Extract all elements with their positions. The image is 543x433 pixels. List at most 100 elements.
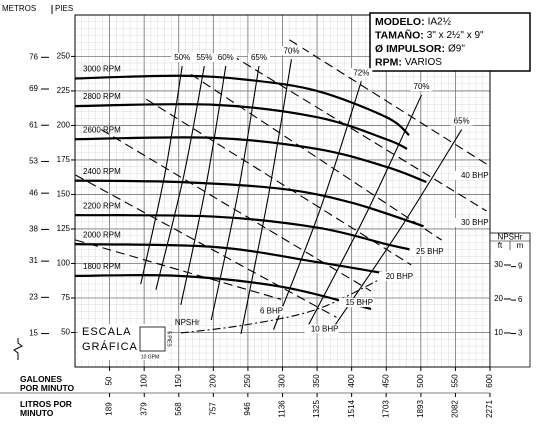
x-tick-label: 400 <box>347 374 356 388</box>
label-bg <box>454 171 489 181</box>
info-label: MODELO: <box>375 16 425 28</box>
efficiency-label: 55% <box>196 53 212 62</box>
head-curve <box>74 214 412 251</box>
info-label: TAMAÑO: <box>375 28 424 41</box>
info-value: 3" x 2½" x 9" <box>427 30 484 41</box>
npshr-tick-label: 10 <box>494 328 503 337</box>
y2-tick-label: 31 <box>29 256 38 265</box>
x2-tick-label: 1514 <box>347 400 356 418</box>
label-bg <box>214 53 237 63</box>
y-tick-label: 200 <box>57 121 71 130</box>
power-line <box>101 129 372 292</box>
y-tick-label: 250 <box>57 52 71 61</box>
x2-tick-label: 189 <box>105 402 114 416</box>
x2-tick-label: 1893 <box>416 400 425 418</box>
label-bg <box>409 247 444 257</box>
efficiency-curve <box>272 81 362 330</box>
x-tick-label: 500 <box>416 374 425 388</box>
npshr-m-tick-label: 9 <box>518 262 523 271</box>
power-label: 6 BHP <box>260 306 283 315</box>
scale-title: GRÁFICA <box>82 340 138 353</box>
y-tick-label: 100 <box>57 259 71 268</box>
label-bg <box>193 53 216 63</box>
series-label: 3000 RPM <box>83 65 121 74</box>
power-line <box>289 39 487 165</box>
label-bg <box>450 116 473 126</box>
power-label: 20 BHP <box>386 272 414 281</box>
x-tick-label: 100 <box>139 374 148 388</box>
info-label: RPM: <box>375 56 402 68</box>
series-label: 1800 RPM <box>83 262 121 271</box>
y2-tick-label: 69 <box>29 84 38 93</box>
x2-tick-label: 379 <box>139 402 148 416</box>
info-value: IA2½ <box>428 17 452 28</box>
x-tick-label: 300 <box>278 374 287 388</box>
power-label: 30 BHP <box>461 218 489 227</box>
efficiency-label: 70% <box>283 46 299 55</box>
y-tick-label: 125 <box>57 224 71 233</box>
label-bg <box>454 218 489 228</box>
scale-height-label: 5 PIES <box>166 331 172 347</box>
x-tick-label: 150 <box>174 374 183 388</box>
series-label: 2200 RPM <box>83 201 121 210</box>
x-tick-label: 50 <box>105 376 114 385</box>
efficiency-label: 65% <box>454 117 470 126</box>
scale-box <box>139 326 166 352</box>
scale-title: ESCALA <box>82 326 131 338</box>
series-label: 2600 RPM <box>83 125 121 134</box>
scale-width-label: 10 GPM <box>141 354 159 360</box>
label-bg <box>171 53 194 63</box>
efficiency-label: 60% <box>218 53 234 62</box>
npshr-panel <box>489 232 531 368</box>
power-label: 40 BHP <box>461 171 489 180</box>
power-line <box>75 174 337 318</box>
y2-tick-label: 46 <box>29 188 38 197</box>
x2-tick-label: 2082 <box>451 400 460 418</box>
x-tick-label: 250 <box>243 374 252 388</box>
power-label: 25 BHP <box>416 247 444 256</box>
efficiency-label: 65% <box>251 53 267 62</box>
info-label: Ø IMPULSOR: <box>375 43 445 55</box>
npshr-m-label: m <box>517 241 524 250</box>
label-bg <box>280 46 303 56</box>
label-bg <box>379 271 414 281</box>
x2-tick-label: 568 <box>174 402 183 416</box>
x-axis-label: GALONES POR MINUTO <box>20 374 75 393</box>
y-tick-label: 225 <box>57 86 71 95</box>
x-tick-label: 200 <box>208 374 217 388</box>
power-line <box>231 54 487 212</box>
label-bg <box>410 82 433 92</box>
npshr-m-tick-label: 6 <box>518 295 523 304</box>
npshr-title: NPSHr <box>498 233 523 242</box>
head-curve <box>74 273 372 311</box>
marks-layer <box>74 39 487 334</box>
x-tick-label: 600 <box>485 374 494 388</box>
efficiency-label: 70% <box>414 82 430 91</box>
efficiency-curve <box>140 65 183 285</box>
axis-break <box>13 338 23 360</box>
x2-axis-label: LITROS POR MINUTO <box>20 399 72 418</box>
label-bg <box>304 324 339 334</box>
npshr-tick-label: 30 <box>494 260 503 269</box>
power-label: 15 BHP <box>345 298 373 307</box>
efficiency-curve <box>240 59 293 334</box>
x2-tick-label: 1136 <box>278 400 287 418</box>
x2-tick-label: 946 <box>243 402 252 416</box>
info-box <box>369 12 531 72</box>
efficiency-curve <box>305 94 423 330</box>
y2-tick-label: 23 <box>29 292 38 301</box>
head-curve <box>74 243 392 276</box>
y-tick-label: 150 <box>57 190 71 199</box>
npshr-ft-label: ft <box>498 241 503 250</box>
label-bg <box>350 68 373 78</box>
y-label-left: METROS <box>2 4 36 13</box>
efficiency-curve <box>155 65 205 290</box>
y-tick-label: 75 <box>61 293 70 302</box>
y2-tick-label: 76 <box>29 52 38 61</box>
npshr-curve <box>180 278 382 334</box>
label-bg <box>249 306 284 316</box>
npshr-curve-label: NPSHr <box>175 318 200 327</box>
x-tick-label: 450 <box>381 374 390 388</box>
